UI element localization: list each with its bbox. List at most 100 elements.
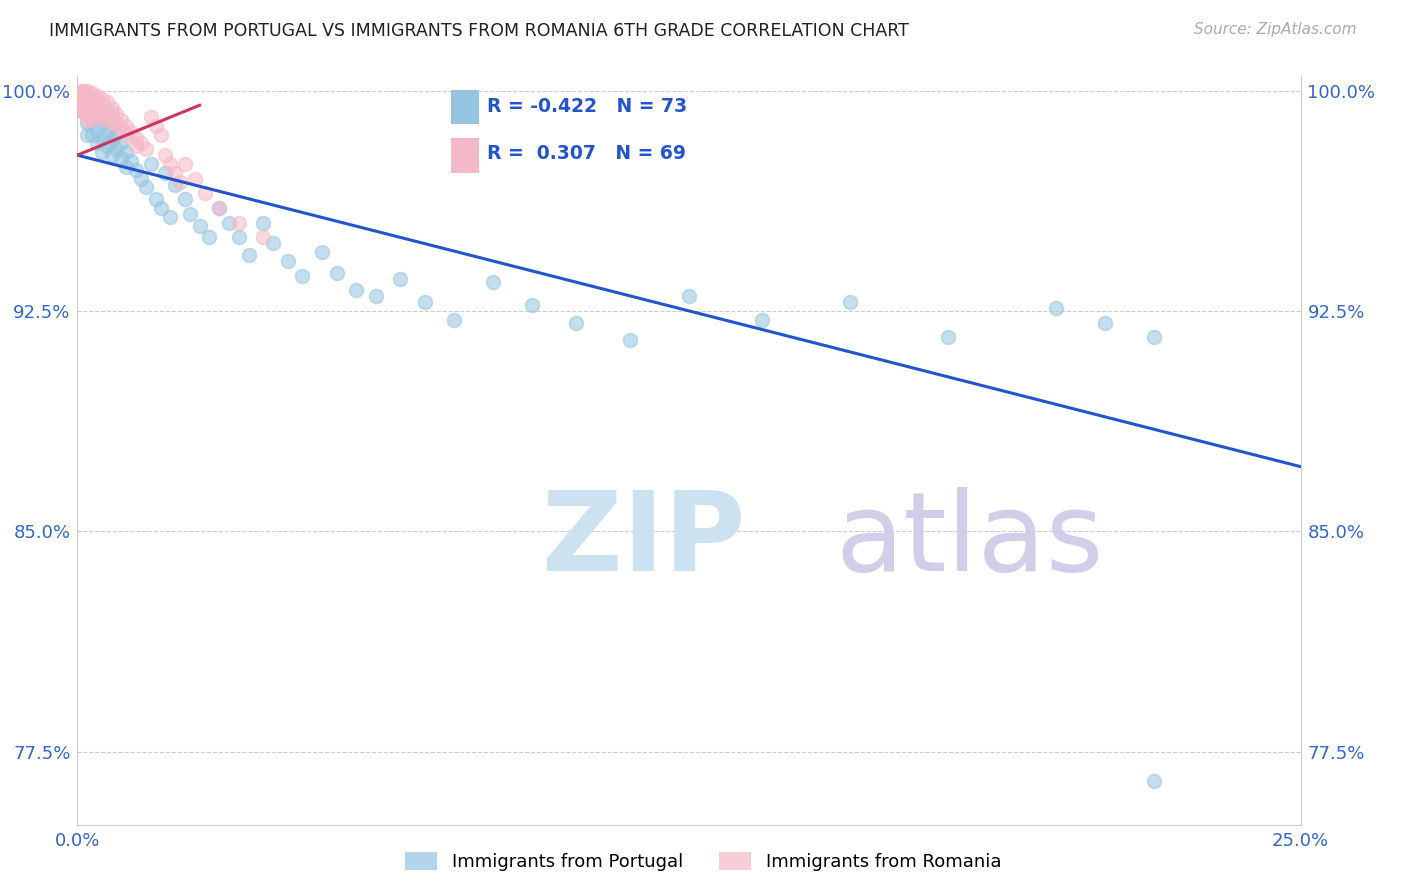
Point bbox=[120, 125, 142, 139]
Point bbox=[1143, 774, 1166, 789]
Point bbox=[125, 162, 148, 177]
Point bbox=[76, 89, 98, 103]
Point bbox=[169, 175, 191, 189]
Bar bbox=[451, 137, 478, 173]
Point bbox=[86, 92, 108, 106]
Point bbox=[80, 89, 103, 103]
Point bbox=[70, 104, 93, 119]
Point bbox=[443, 312, 465, 326]
Point bbox=[165, 178, 187, 192]
Point bbox=[184, 171, 207, 186]
Point bbox=[1045, 301, 1067, 315]
Point bbox=[100, 148, 122, 162]
Point bbox=[70, 95, 93, 110]
Point bbox=[125, 130, 148, 145]
Point bbox=[155, 148, 177, 162]
Point bbox=[70, 89, 93, 103]
Point bbox=[139, 157, 162, 171]
Point bbox=[262, 236, 284, 251]
Point bbox=[482, 275, 505, 289]
Point bbox=[76, 116, 98, 130]
Point bbox=[179, 207, 201, 221]
Point bbox=[86, 121, 108, 136]
Point bbox=[115, 119, 138, 133]
Point bbox=[839, 295, 862, 310]
Point bbox=[110, 136, 132, 151]
Point bbox=[76, 98, 98, 112]
Point bbox=[139, 110, 162, 124]
Point bbox=[70, 89, 93, 103]
Point bbox=[90, 104, 112, 119]
Point bbox=[1094, 316, 1116, 330]
Point bbox=[228, 216, 250, 230]
Point bbox=[90, 104, 112, 119]
Point bbox=[76, 107, 98, 121]
Point bbox=[135, 180, 157, 194]
Point bbox=[80, 92, 103, 106]
Point bbox=[76, 95, 98, 110]
Point bbox=[110, 151, 132, 165]
Point bbox=[110, 121, 132, 136]
Point bbox=[344, 283, 367, 297]
Point bbox=[174, 192, 197, 206]
Point bbox=[277, 254, 299, 268]
Point bbox=[76, 107, 98, 121]
Point bbox=[129, 136, 152, 151]
Point bbox=[70, 87, 93, 101]
Point bbox=[90, 145, 112, 160]
Point bbox=[86, 98, 108, 112]
Point bbox=[86, 110, 108, 124]
Point bbox=[325, 266, 347, 280]
Point bbox=[100, 107, 122, 121]
Text: Source: ZipAtlas.com: Source: ZipAtlas.com bbox=[1194, 22, 1357, 37]
Point bbox=[70, 92, 93, 106]
Point bbox=[86, 98, 108, 112]
Point bbox=[1143, 330, 1166, 344]
Point bbox=[105, 128, 128, 142]
Point bbox=[105, 116, 128, 130]
Point bbox=[193, 186, 215, 201]
Point bbox=[96, 112, 118, 127]
Point bbox=[115, 145, 138, 160]
Point bbox=[96, 104, 118, 119]
Point bbox=[96, 95, 118, 110]
Point bbox=[90, 110, 112, 124]
Point bbox=[76, 128, 98, 142]
Point bbox=[86, 136, 108, 151]
Point bbox=[291, 268, 314, 283]
Text: R = -0.422   N = 73: R = -0.422 N = 73 bbox=[486, 97, 688, 116]
Point bbox=[76, 83, 98, 97]
Point bbox=[165, 166, 187, 180]
Point bbox=[80, 112, 103, 127]
Point bbox=[198, 230, 221, 244]
Point bbox=[105, 107, 128, 121]
Point bbox=[364, 289, 387, 303]
Text: ZIP: ZIP bbox=[543, 487, 745, 594]
Point bbox=[80, 101, 103, 115]
Point bbox=[86, 104, 108, 119]
Point bbox=[159, 157, 181, 171]
Point bbox=[90, 116, 112, 130]
Point bbox=[76, 87, 98, 101]
Point bbox=[96, 125, 118, 139]
Point bbox=[100, 133, 122, 147]
Point bbox=[90, 98, 112, 112]
Point bbox=[252, 230, 274, 244]
Point bbox=[159, 210, 181, 224]
Point bbox=[522, 298, 544, 312]
Point bbox=[145, 119, 167, 133]
Point bbox=[751, 312, 773, 326]
Point bbox=[115, 160, 138, 174]
Point bbox=[100, 116, 122, 130]
Point bbox=[70, 83, 93, 97]
Point bbox=[90, 130, 112, 145]
Point bbox=[619, 333, 641, 347]
Text: R =  0.307   N = 69: R = 0.307 N = 69 bbox=[486, 145, 686, 163]
Point bbox=[76, 98, 98, 112]
Point bbox=[80, 104, 103, 119]
Point bbox=[80, 95, 103, 110]
Point bbox=[105, 142, 128, 156]
Point bbox=[76, 101, 98, 115]
Point bbox=[135, 142, 157, 156]
Point bbox=[80, 112, 103, 127]
